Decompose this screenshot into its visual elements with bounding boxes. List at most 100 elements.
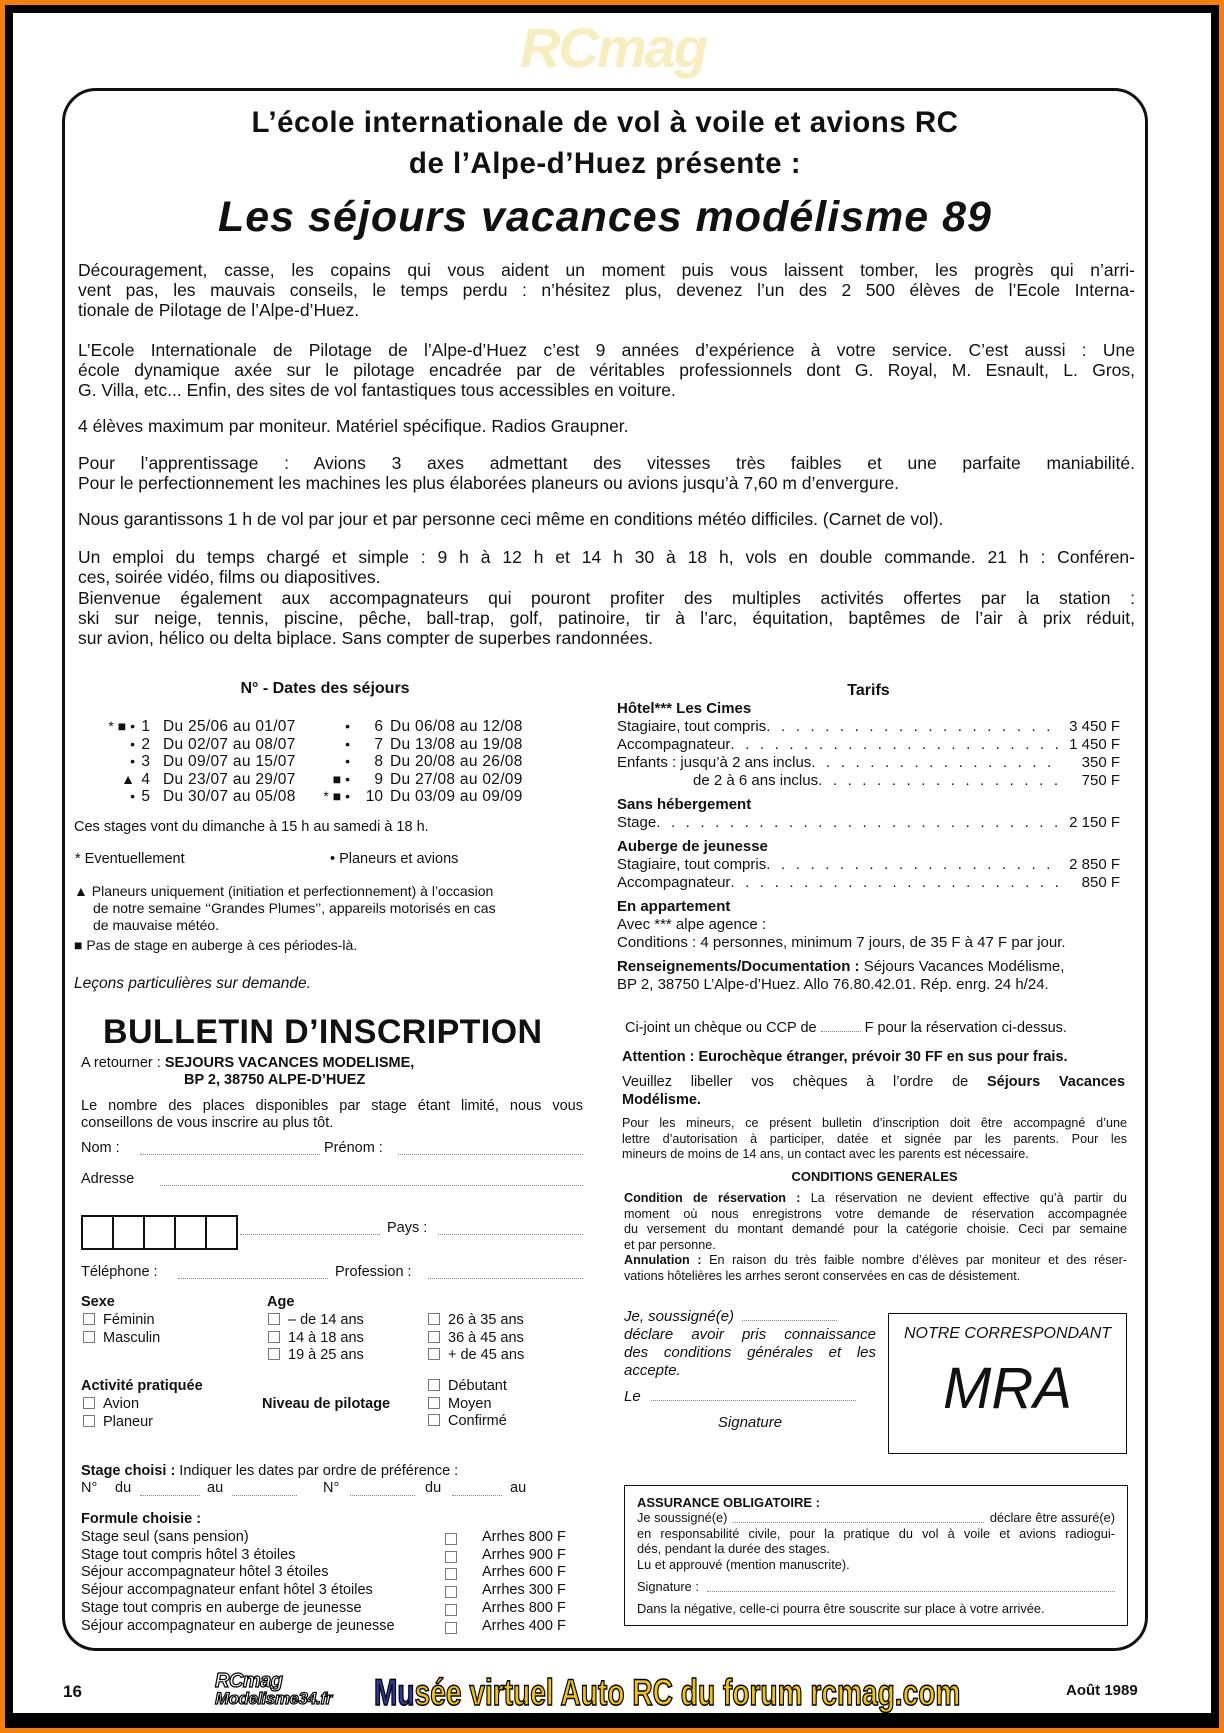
paragraph-line: Nous garantissons 1 h de vol par jour et… xyxy=(78,509,944,529)
session-number: 6 xyxy=(374,718,383,735)
tarif-row: En appartement xyxy=(617,898,1120,916)
condition-line: Annulation : En raison du très faible no… xyxy=(624,1253,1127,1269)
tarif-label: Hôtel*** Les Cimes xyxy=(617,700,752,717)
adresse-field[interactable] xyxy=(160,1173,583,1186)
telephone-field[interactable] xyxy=(178,1266,328,1279)
prenom-field[interactable] xyxy=(398,1142,583,1155)
checkbox[interactable] xyxy=(428,1348,440,1361)
checkbox-option[interactable]: Planeur xyxy=(83,1414,153,1430)
checkbox-label: Masculin xyxy=(103,1329,161,1346)
checkbox-label: Confirmé xyxy=(448,1413,507,1430)
ville-field[interactable] xyxy=(240,1222,380,1235)
checkbox-option[interactable]: Masculin xyxy=(83,1330,160,1346)
tarif-label: Avec *** alpe agence : xyxy=(617,916,766,933)
session-number: 3 xyxy=(141,753,150,771)
assurance-line: dés, pendant la durée des stages. xyxy=(637,1541,830,1557)
formule-checkbox[interactable] xyxy=(445,1621,457,1634)
checkbox-option[interactable]: Confirmé xyxy=(428,1413,507,1429)
tarif-row: de 2 à 6 ans inclus 750 F xyxy=(617,772,1120,790)
formule-checkbox[interactable] xyxy=(445,1603,457,1616)
logo-line: RCmag xyxy=(214,1670,283,1692)
session-dates: Du 09/07 au 15/07 xyxy=(163,753,296,771)
tarif-label: Accompagnateur xyxy=(617,736,731,753)
paragraph-line: Bienvenue également aux accompagnateurs … xyxy=(78,588,1135,608)
checkbox-option[interactable]: 14 à 18 ans xyxy=(268,1330,364,1346)
order-note: Veuillez libeller vos chèques à l’ordre … xyxy=(622,1073,1125,1109)
nom-field[interactable] xyxy=(140,1142,320,1155)
return-address: A retourner : SEJOURS VACANCES MODELISME… xyxy=(81,1055,414,1088)
formule-checkbox[interactable] xyxy=(445,1586,457,1599)
signature-label: Signature xyxy=(717,1414,783,1431)
cheque-amount-field[interactable] xyxy=(820,1019,861,1032)
stage-date-field[interactable] xyxy=(452,1483,502,1496)
stage-date-field[interactable] xyxy=(350,1483,415,1496)
dot-leader xyxy=(656,814,1062,832)
profession-field[interactable] xyxy=(428,1266,583,1279)
date-markers: • xyxy=(345,735,350,752)
date-markers: • xyxy=(130,788,135,805)
checkbox-option[interactable]: 26 à 35 ans xyxy=(428,1312,524,1328)
banner-text: Mu xyxy=(373,1671,415,1714)
correspondant-label: NOTRE CORRESPONDANT xyxy=(903,1325,1112,1342)
checkbox-option[interactable]: Débutant xyxy=(428,1378,507,1394)
stage-au-label: au xyxy=(207,1480,224,1496)
checkbox[interactable] xyxy=(268,1330,280,1343)
signature-label: Signature : xyxy=(637,1579,699,1595)
checkbox-option[interactable]: Moyen xyxy=(428,1396,492,1412)
forum-banner[interactable]: Musée virtuel Auto RC du forum rcmag.com xyxy=(373,1671,961,1714)
session-number: 10 xyxy=(365,788,383,806)
tarif-price: 2 150 F xyxy=(1069,814,1120,831)
tarif-row: Auberge de jeunesse xyxy=(617,838,1120,856)
nom-label: Nom : xyxy=(81,1140,120,1156)
correspondant-box: NOTRE CORRESPONDANT MRA xyxy=(888,1313,1127,1454)
stage-label: Stage choisi : xyxy=(81,1463,176,1479)
pays-field[interactable] xyxy=(438,1222,583,1235)
checkbox-option[interactable]: Féminin xyxy=(83,1312,155,1328)
checkbox[interactable] xyxy=(83,1330,95,1343)
order-bold: Séjours Vacances xyxy=(986,1074,1126,1090)
article-box xyxy=(62,88,1148,1651)
checkbox-option[interactable]: 36 à 45 ans xyxy=(428,1330,524,1346)
checkbox-option[interactable]: Avion xyxy=(83,1396,139,1412)
checkbox-option[interactable]: – de 14 ans xyxy=(268,1312,364,1328)
formule-arrhes: Arrhes 300 F xyxy=(482,1582,566,1599)
checkbox[interactable] xyxy=(428,1396,440,1409)
checkbox[interactable] xyxy=(83,1397,95,1409)
paragraph-line: ces, soirée vidéo, films ou diapositives… xyxy=(78,567,381,587)
formule-arrhes: Arrhes 800 F xyxy=(482,1599,566,1616)
name-field[interactable] xyxy=(742,1308,838,1321)
tarif-label: Conditions : 4 personnes, minimum 7 jour… xyxy=(617,934,1066,951)
checkbox[interactable] xyxy=(83,1313,95,1325)
stage-du-label: du xyxy=(115,1480,132,1496)
schedule-note: Ces stages vont du dimanche à 15 h au sa… xyxy=(74,819,429,835)
assurance-line: Je soussigné(e) déclare être assuré(e) xyxy=(637,1510,1115,1525)
tarif-label: de 2 à 6 ans inclus xyxy=(693,772,819,789)
checkbox[interactable] xyxy=(428,1313,440,1325)
checkbox-option[interactable]: + de 45 ans xyxy=(428,1347,524,1363)
dot-leader xyxy=(730,874,1062,892)
checkbox[interactable] xyxy=(428,1379,440,1391)
formule-checkbox[interactable] xyxy=(445,1568,457,1581)
insured-name-field[interactable] xyxy=(733,1510,984,1524)
signature-field[interactable] xyxy=(706,1579,1115,1593)
paragraph-line: Pour le perfectionnement les machines le… xyxy=(78,473,900,493)
dates-heading: N° - Dates des séjours xyxy=(240,680,410,697)
checkbox[interactable] xyxy=(428,1414,440,1427)
stage-date-field[interactable] xyxy=(140,1483,200,1496)
formule-arrhes: Arrhes 800 F xyxy=(482,1529,566,1545)
paragraph-line: ski sur neige, tennis, piscine, pêche, b… xyxy=(78,608,1135,628)
checkbox[interactable] xyxy=(268,1348,280,1361)
date-field[interactable] xyxy=(650,1388,856,1401)
checkbox[interactable] xyxy=(83,1414,95,1427)
formule-arrhes: Arrhes 600 F xyxy=(482,1564,566,1581)
checkbox-option[interactable]: 19 à 25 ans xyxy=(268,1347,364,1363)
declaration-line: déclare avoir pris connaissance xyxy=(624,1326,876,1343)
conditions-heading: CONDITIONS GENERALES xyxy=(791,1169,958,1184)
tarif-price: 350 F xyxy=(1081,754,1120,771)
checkbox[interactable] xyxy=(268,1313,280,1325)
checkbox[interactable] xyxy=(428,1330,440,1343)
formule-checkbox[interactable] xyxy=(445,1550,457,1563)
postal-code-boxes[interactable] xyxy=(81,1215,238,1250)
formule-checkbox[interactable] xyxy=(445,1533,457,1545)
stage-date-field[interactable] xyxy=(232,1483,297,1496)
